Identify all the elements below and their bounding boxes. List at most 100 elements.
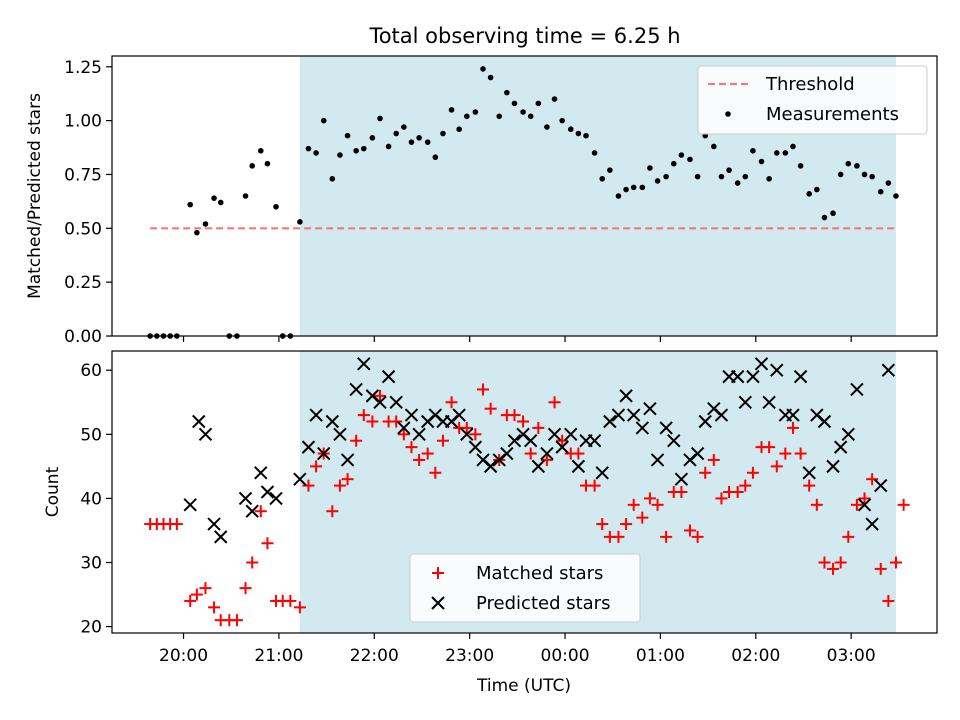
matched-stars-point-35 [421, 447, 434, 460]
measurements-point-83 [806, 191, 812, 197]
predicted-stars-point-36 [500, 446, 514, 461]
matched-stars-point-71 [707, 453, 720, 466]
predicted-stars-point-40 [531, 459, 546, 474]
matched-stars-point-7 [199, 582, 212, 595]
counts-xtick-label-1: 21:00 [254, 646, 303, 666]
counts-panel: 20 30 40 50 60 20:00 21:00 22:00 23:00 00:00 01:00… [43, 350, 938, 696]
predicted-stars-point-58 [674, 472, 689, 486]
measurements-point-94 [893, 193, 899, 199]
matched-stars-point-26 [350, 434, 363, 447]
counts-ytick-label-3: 50 [80, 425, 102, 445]
predicted-stars-point-0 [183, 498, 197, 512]
measurements-point-47 [520, 109, 526, 115]
matched-stars-point-83 [803, 479, 816, 492]
counts-xtick-label-3: 23:00 [445, 646, 494, 666]
matched-stars-point-88 [842, 530, 855, 543]
matched-stars-point-72 [715, 492, 728, 505]
matched-stars-point-50 [540, 453, 553, 466]
predicted-stars-point-51 [619, 389, 633, 403]
measurements-point-27 [360, 145, 367, 152]
matched-stars-point-27 [357, 409, 370, 422]
matched-stars-point-85 [818, 556, 831, 569]
measurements-point-14 [257, 147, 264, 154]
matched-stars-point-68 [683, 524, 696, 537]
measurements-point-36 [432, 154, 439, 161]
ratio-panel-data [147, 66, 899, 339]
measurements-point-30 [385, 143, 392, 150]
matched-stars-point-94 [889, 556, 902, 569]
ratio-legend-box [697, 65, 928, 135]
matched-stars-point-25 [341, 473, 354, 486]
measurements-point-65 [663, 173, 669, 180]
predicted-stars-point-1 [192, 414, 206, 429]
matched-stars-point-19 [293, 601, 306, 614]
matched-stars-point-93 [882, 594, 895, 607]
measurements-point-86 [830, 210, 836, 217]
matched-stars-point-28 [366, 415, 379, 428]
counts-panel-frame [111, 350, 938, 634]
matched-stars-point-79 [770, 460, 783, 473]
matched-stars-point-74 [731, 486, 744, 498]
measurements-point-9 [217, 199, 224, 206]
predicted-stars-point-42 [547, 427, 562, 442]
predicted-stars-point-5 [238, 491, 253, 506]
matched-stars-point-4 [170, 518, 183, 531]
counts-xtick-label-4: 00:00 [541, 646, 590, 666]
predicted-stars-point-11 [301, 440, 316, 454]
measurements-point-42 [480, 66, 486, 72]
matched-stars-point-18 [284, 594, 297, 607]
measurements-legend-label: Measurements [766, 104, 899, 125]
matched-stars-point-80 [779, 447, 792, 460]
measurements-point-50 [544, 124, 550, 130]
matched-stars-point-90 [858, 492, 871, 505]
predicted-stars-point-57 [667, 434, 681, 448]
matched-stars-point-38 [445, 396, 458, 409]
predicted-stars-point-68 [754, 357, 769, 371]
predicted-stars-point-49 [603, 414, 617, 429]
predicted-stars-point-24 [404, 408, 419, 422]
predicted-stars-point-53 [635, 421, 649, 435]
matched-stars-point-84 [810, 498, 823, 511]
ratio-legend: Threshold Measurements [697, 65, 928, 135]
measurements-point-71 [711, 143, 717, 150]
predicted-stars-point-60 [690, 446, 705, 461]
matched-stars-point-46 [508, 409, 521, 422]
measurements-point-45 [504, 89, 510, 96]
measurements-point-79 [773, 150, 780, 156]
counts-xtick-label-2: 22:00 [350, 646, 399, 666]
measurements-point-31 [393, 130, 400, 137]
measurements-point-25 [344, 132, 351, 139]
matched-stars-point-78 [763, 441, 776, 454]
predicted-stars-point-54 [643, 401, 657, 416]
counts-ytick-label-1: 30 [80, 554, 102, 574]
predicted-stars-point-9 [269, 491, 283, 506]
measurements-point-23 [329, 175, 336, 182]
measurements-point-24 [337, 152, 343, 158]
counts-panel-ylabel: Count [43, 466, 63, 517]
measurements-point-19 [297, 219, 303, 225]
predicted-stars-point-79 [841, 427, 856, 442]
predicted-stars-point-61 [698, 414, 712, 429]
counts-legend: Matched stars Predicted stars [409, 553, 641, 623]
matched-stars-point-48 [524, 447, 537, 460]
matched-stars-point-34 [413, 453, 426, 466]
counts-panel-axes: 20 30 40 50 60 20:00 21:00 22:00 23:00 00:00 01:00… [80, 361, 875, 666]
measurements-point-64 [654, 178, 661, 184]
measurements-point-72 [718, 173, 725, 180]
measurements-point-32 [401, 124, 407, 130]
predicted-stars-point-56 [659, 421, 673, 435]
matched-stars-point-95 [897, 498, 910, 511]
ratio-ytick-label-4: 1.00 [64, 112, 102, 132]
measurements-point-55 [583, 132, 589, 139]
ratio-panel-frame [111, 55, 938, 337]
ratio-ytick-label-5: 1.25 [64, 58, 102, 78]
predicted-stars-point-47 [587, 434, 602, 448]
predicted-stars-point-15 [333, 427, 347, 442]
matched-stars-point-41 [469, 428, 482, 441]
measurements-point-33 [408, 139, 415, 145]
measurements-point-66 [670, 160, 677, 167]
matched-stars-point-67 [675, 486, 688, 498]
measurements-point-61 [630, 184, 637, 191]
predicted-stars-point-77 [826, 459, 840, 474]
predicted-stars-point-52 [626, 408, 641, 422]
